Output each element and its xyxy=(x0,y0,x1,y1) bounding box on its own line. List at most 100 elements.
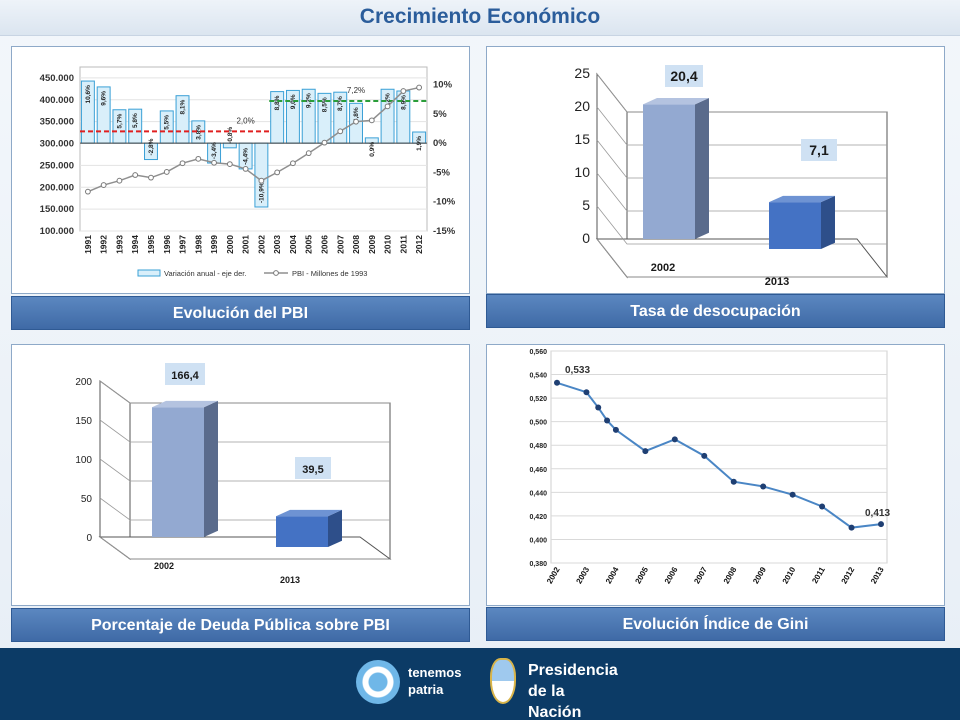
debt-chart: 0 50 100 150 200 166,4 2002 39,5 2013 xyxy=(75,363,392,585)
gdp-point xyxy=(132,172,139,178)
gdp-point xyxy=(368,117,375,124)
right-axis-tick: 0% xyxy=(433,138,447,149)
legend-line-label: PBI - Millones de 1993 xyxy=(292,269,367,278)
footer: tenemos patria Presidencia de la Nación xyxy=(0,648,960,720)
y-axis-tick: 200 xyxy=(75,377,92,388)
y-axis-tick: 10 xyxy=(574,164,590,180)
gini-point xyxy=(760,483,767,490)
bar-top xyxy=(643,98,709,105)
gdp-line xyxy=(87,86,420,193)
gridline xyxy=(596,238,887,278)
gini-point xyxy=(848,524,855,531)
y-axis-tick: 0,380 xyxy=(529,561,547,568)
year-tick: 2007 xyxy=(335,235,345,254)
data-label: 7,1 xyxy=(809,142,829,158)
bar-front xyxy=(643,104,695,239)
bar-top xyxy=(276,509,342,517)
y-axis-tick: 0,440 xyxy=(529,490,547,497)
legend-line-marker xyxy=(273,270,279,276)
gini-point xyxy=(554,379,560,386)
y-axis-tick: 0,540 xyxy=(529,373,547,380)
tenemos-patria-logo: tenemos patria xyxy=(356,658,466,710)
x-axis-tick: 2003 xyxy=(574,565,591,585)
average-label: 7,2% xyxy=(347,86,365,95)
x-axis-tick: 2004 xyxy=(604,565,621,585)
caption-debt: Porcentaje de Deuda Pública sobre PBI xyxy=(11,608,470,642)
growth-bar-label: 5,5% xyxy=(164,115,171,130)
gini-point xyxy=(701,452,708,459)
growth-bar-label: -3,4% xyxy=(211,142,218,159)
growth-bar-label: 10,6% xyxy=(85,85,92,104)
growth-bar-label: -2,8% xyxy=(148,138,155,155)
floor xyxy=(595,238,889,278)
growth-bar-label: 8,1% xyxy=(180,99,187,114)
floor xyxy=(98,536,392,560)
x-axis-tick: 2007 xyxy=(692,565,709,585)
growth-bar-label: 9,2% xyxy=(306,93,313,108)
sun-circle-icon xyxy=(356,660,400,704)
y-axis-tick: 0,420 xyxy=(529,514,547,521)
plot-frame xyxy=(550,350,888,564)
y-axis-tick: 0,500 xyxy=(529,420,547,427)
bar-front xyxy=(152,407,204,537)
gini-point xyxy=(819,503,826,510)
logo1-line1: tenemos xyxy=(408,665,462,680)
gdp-point xyxy=(290,160,296,167)
bar-side xyxy=(695,98,709,239)
data-label-box xyxy=(801,139,837,161)
gini-point xyxy=(595,404,602,411)
pbi-chart: 100.000 150.000 200.000 250.000 300.000 350.0… xyxy=(40,66,456,278)
gdp-point xyxy=(179,160,186,167)
year-tick: 2005 xyxy=(304,235,314,254)
left-axis-tick: 250.000 xyxy=(40,160,74,171)
year-tick: 2008 xyxy=(351,235,361,254)
year-tick: 1996 xyxy=(162,235,172,254)
gini-point xyxy=(789,491,796,498)
y-axis-tick: 15 xyxy=(574,131,590,147)
year-tick: 1994 xyxy=(130,235,140,254)
gini-chart-panel: 0,380 0,400 0,420 0,440 0,460 0,480 0,500 0,520… xyxy=(486,344,945,606)
data-label-box xyxy=(295,457,331,479)
year-tick: 2006 xyxy=(319,235,329,254)
gdp-point xyxy=(84,188,91,195)
gdp-point xyxy=(384,103,391,110)
y-axis-tick: 0,460 xyxy=(529,467,547,474)
gdp-point xyxy=(400,88,407,94)
unemployment-chart-panel: 0 5 10 15 20 25 20,4 2002 7,1 2013 xyxy=(486,46,945,294)
growth-bar-label: 9,6% xyxy=(101,91,108,106)
gini-point xyxy=(604,417,611,424)
year-tick: 2003 xyxy=(272,235,282,254)
category-label: 2013 xyxy=(280,575,300,585)
y-axis-tick: 0,560 xyxy=(529,349,547,356)
data-label: 20,4 xyxy=(670,68,697,84)
legend-bar-label: Variación anual - eje der. xyxy=(164,269,246,278)
left-axis-tick: 350.000 xyxy=(40,117,74,128)
gdp-point xyxy=(274,169,281,176)
growth-bar-label: 0,9% xyxy=(369,142,376,157)
growth-bar-label: 3,8% xyxy=(195,125,202,140)
presidencia-logo: Presidencia de la Nación xyxy=(490,656,620,720)
x-axis-tick: 2012 xyxy=(840,565,857,585)
gridline xyxy=(99,536,390,560)
gini-point xyxy=(612,426,619,433)
average-label: 2,0% xyxy=(236,116,254,125)
x-axis-tick: 2010 xyxy=(781,565,798,585)
gdp-point xyxy=(305,150,312,157)
x-axis-tick: 2011 xyxy=(810,565,827,585)
gdp-point xyxy=(416,84,423,91)
growth-bar-label: 8,5% xyxy=(321,97,328,112)
legend-bar-swatch xyxy=(137,269,161,277)
tenemos-patria-text: tenemos patria xyxy=(408,664,461,698)
gridline xyxy=(596,106,887,146)
y-axis-tick: 150 xyxy=(75,416,92,427)
gdp-point xyxy=(242,165,249,172)
year-tick: 2000 xyxy=(225,235,235,254)
caption-gini: Evolución Índice de Gini xyxy=(486,607,945,641)
gdp-point xyxy=(258,177,265,184)
gdp-point xyxy=(100,182,107,188)
x-axis-tick: 2005 xyxy=(633,565,650,585)
gini-point-label: 0,533 xyxy=(565,365,590,376)
y-axis-tick: 100 xyxy=(75,455,92,466)
gdp-point xyxy=(116,177,123,184)
left-axis-tick: 400.000 xyxy=(40,95,74,106)
